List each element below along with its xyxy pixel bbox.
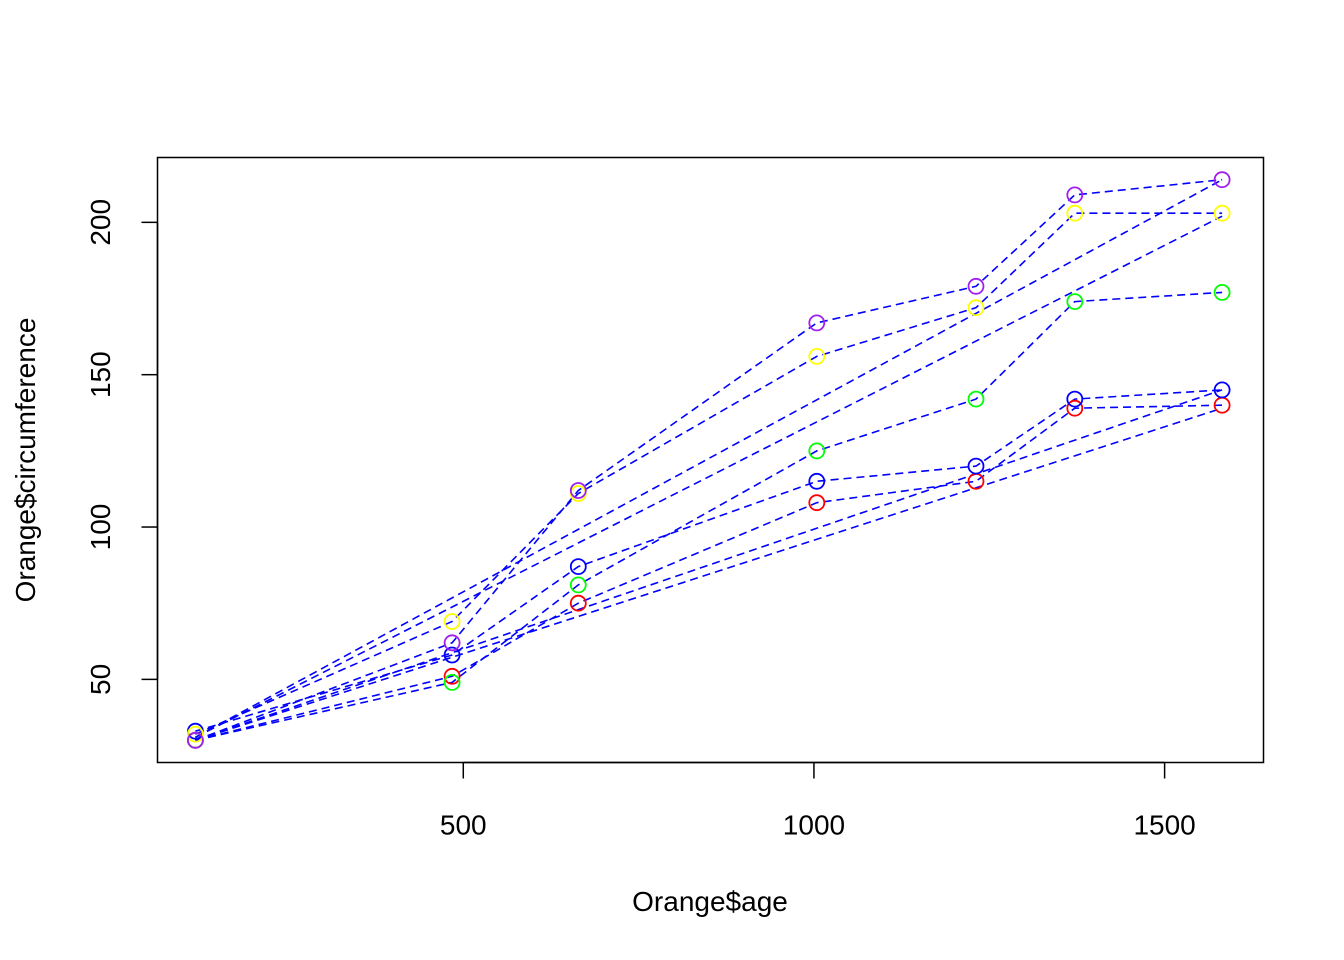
point-series-5-1 xyxy=(186,731,204,749)
y-tick-label-200: 200 xyxy=(85,199,116,246)
x-axis: 500 1000 1500 xyxy=(440,761,1196,841)
point-series-5-6 xyxy=(1066,186,1084,204)
point-series-4-4 xyxy=(808,347,826,365)
point-series-5-5 xyxy=(967,277,985,295)
point-series-5-4 xyxy=(808,314,826,332)
y-axis-label: Orange$circumference xyxy=(10,318,41,603)
y-tick-label-100: 100 xyxy=(85,504,116,551)
y-axis: 50 100 150 200 xyxy=(85,199,159,695)
x-tick-label-500: 500 xyxy=(440,810,487,841)
dashed-line-2 xyxy=(195,389,1223,732)
point-series-3-4 xyxy=(808,442,826,460)
point-series-3-7 xyxy=(1213,283,1231,301)
dashed-line-4 xyxy=(195,212,1223,735)
point-series-1-3 xyxy=(569,594,587,612)
point-series-2-6 xyxy=(1066,390,1084,408)
points-layer xyxy=(186,171,1231,749)
x-tick-label-1000: 1000 xyxy=(783,810,845,841)
dashed-line-1 xyxy=(195,404,1223,742)
dashed-line-7 xyxy=(195,389,1223,742)
point-series-4-7 xyxy=(1213,204,1231,222)
point-series-3-2 xyxy=(443,674,461,691)
point-series-5-3 xyxy=(569,482,587,499)
point-series-5-2 xyxy=(443,634,461,652)
point-series-1-2 xyxy=(443,667,461,685)
dashed-line-6 xyxy=(195,407,1223,742)
x-tick-label-1500: 1500 xyxy=(1133,810,1195,841)
point-series-2-2 xyxy=(443,646,461,664)
point-series-4-1 xyxy=(186,725,204,743)
point-series-3-6 xyxy=(1066,293,1084,311)
point-series-5-7 xyxy=(1213,171,1231,189)
point-series-3-5 xyxy=(967,390,985,408)
point-series-2-4 xyxy=(808,472,826,490)
point-series-4-6 xyxy=(1066,204,1084,222)
point-series-1-4 xyxy=(808,494,826,512)
point-series-3-3 xyxy=(569,576,587,594)
point-series-4-5 xyxy=(967,299,985,317)
point-series-2-3 xyxy=(569,558,587,575)
dashed-line-8 xyxy=(195,215,1223,739)
y-tick-label-150: 150 xyxy=(85,351,116,398)
y-tick-label-50: 50 xyxy=(85,664,116,695)
point-series-1-6 xyxy=(1066,399,1084,417)
point-series-2-5 xyxy=(967,457,985,475)
x-axis-label: Orange$age xyxy=(632,886,788,917)
point-series-2-7 xyxy=(1213,381,1231,399)
dashed-line-3 xyxy=(195,291,1223,742)
point-series-4-2 xyxy=(443,613,461,630)
dashed-lines-layer xyxy=(195,178,1223,742)
dashed-line-5 xyxy=(195,178,1223,742)
